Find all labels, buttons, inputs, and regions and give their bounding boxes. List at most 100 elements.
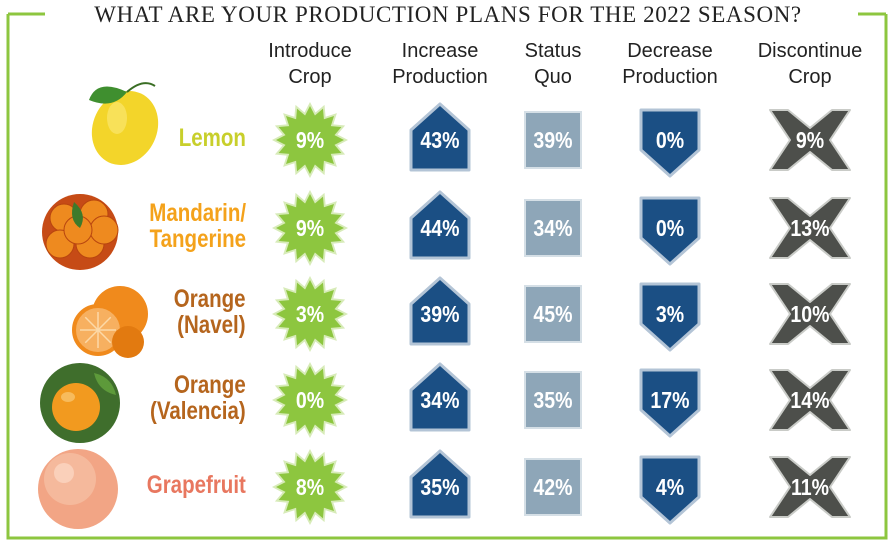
row-label-4: Orange (Valencia) [150, 372, 246, 424]
cell-value: 9% [296, 128, 324, 154]
starburst-icon [272, 190, 348, 266]
cell-1-5: 9% [769, 109, 851, 171]
x-icon [769, 456, 851, 518]
starburst-icon [272, 449, 348, 525]
cell-3-3: 45% [524, 285, 582, 343]
row-label-line1: Grapefruit [146, 471, 246, 499]
square-icon [524, 458, 582, 516]
column-header-line1: Status [524, 40, 582, 62]
x-icon [769, 197, 851, 259]
column-header-line2: Production [622, 66, 718, 88]
column-header-line1: Discontinue [757, 40, 863, 62]
up-arrow-icon [409, 102, 471, 172]
cell-1-3: 39% [524, 111, 582, 169]
column-header-2: Increase Production [370, 38, 510, 90]
mandarins-icon [42, 194, 119, 270]
row-label-line1: Orange [174, 371, 246, 399]
column-header-line1: Decrease [627, 40, 713, 62]
cell-value: 0% [656, 128, 684, 154]
cell-4-5: 14% [769, 369, 851, 431]
row-label-2: Mandarin/Tangerine [149, 200, 246, 252]
cell-value: 34% [533, 216, 572, 242]
square-icon [524, 371, 582, 429]
row-label-line2: (Valencia) [150, 397, 246, 425]
row-label-line2: Tangerine [149, 225, 246, 253]
cell-value: 0% [656, 216, 684, 242]
valencia-orange-icon [40, 363, 120, 443]
cell-5-3: 42% [524, 458, 582, 516]
cell-value: 9% [296, 216, 324, 242]
down-arrow-icon [639, 196, 701, 266]
column-header-3: Status Quo [483, 38, 623, 90]
cell-5-4: 4% [639, 455, 701, 525]
up-arrow-icon [409, 362, 471, 432]
up-arrow-icon [409, 449, 471, 519]
cell-value: 43% [420, 128, 459, 154]
column-header-line2: Production [392, 66, 488, 88]
down-arrow-icon [639, 455, 701, 525]
x-icon [769, 283, 851, 345]
cell-value: 13% [790, 216, 829, 242]
navel-orange-icon [72, 286, 148, 358]
cell-4-3: 35% [524, 371, 582, 429]
cell-value: 45% [533, 302, 572, 328]
column-header-line2: Crop [288, 66, 332, 88]
row-label-5: Grapefruit [147, 472, 246, 498]
column-header-5: Discontinue Crop [740, 38, 880, 90]
x-icon [769, 369, 851, 431]
cell-2-4: 0% [639, 196, 701, 266]
chart-title: WHAT ARE YOUR PRODUCTION PLANS FOR THE 2… [0, 0, 896, 30]
column-header-line2: Quo [534, 66, 572, 88]
cell-1-2: 43% [409, 102, 471, 172]
row-label-line1: Orange [174, 285, 246, 313]
cell-value: 35% [420, 475, 459, 501]
cell-4-1: 0% [272, 362, 348, 438]
cell-value: 0% [296, 388, 324, 414]
cell-value: 34% [420, 388, 459, 414]
row-label-3: Orange (Navel) [174, 286, 246, 338]
cell-2-3: 34% [524, 199, 582, 257]
x-icon [769, 109, 851, 171]
cell-4-2: 34% [409, 362, 471, 432]
cell-5-1: 8% [272, 449, 348, 525]
starburst-icon [272, 102, 348, 178]
cell-4-4: 17% [639, 368, 701, 438]
cell-value: 9% [796, 128, 824, 154]
square-icon [524, 285, 582, 343]
cell-value: 35% [533, 388, 572, 414]
cell-value: 44% [420, 216, 459, 242]
cell-value: 39% [420, 302, 459, 328]
cell-value: 10% [790, 302, 829, 328]
row-label-line1: Mandarin/ [149, 199, 246, 227]
column-header-4: Decrease Production [600, 38, 740, 90]
cell-3-2: 39% [409, 276, 471, 346]
cell-value: 42% [533, 475, 572, 501]
up-arrow-icon [409, 190, 471, 260]
row-label-line2: (Navel) [177, 311, 246, 339]
cell-3-4: 3% [639, 282, 701, 352]
row-label-line1: Lemon [178, 124, 246, 152]
cell-value: 14% [790, 388, 829, 414]
starburst-icon [272, 276, 348, 352]
cell-value: 39% [533, 128, 572, 154]
cell-3-1: 3% [272, 276, 348, 352]
grapefruit-icon [38, 449, 118, 529]
cell-value: 4% [656, 475, 684, 501]
down-arrow-icon [639, 368, 701, 438]
cell-1-1: 9% [272, 102, 348, 178]
cell-value: 8% [296, 475, 324, 501]
square-icon [524, 199, 582, 257]
cell-value: 3% [656, 302, 684, 328]
cell-value: 3% [296, 302, 324, 328]
column-header-line1: Increase [401, 40, 479, 62]
column-header-1: Introduce Crop [240, 38, 380, 90]
cell-value: 17% [650, 388, 689, 414]
down-arrow-icon [639, 282, 701, 352]
cell-2-1: 9% [272, 190, 348, 266]
cell-2-2: 44% [409, 190, 471, 260]
down-arrow-icon [639, 108, 701, 178]
cell-3-5: 10% [769, 283, 851, 345]
cell-value: 11% [791, 475, 829, 501]
